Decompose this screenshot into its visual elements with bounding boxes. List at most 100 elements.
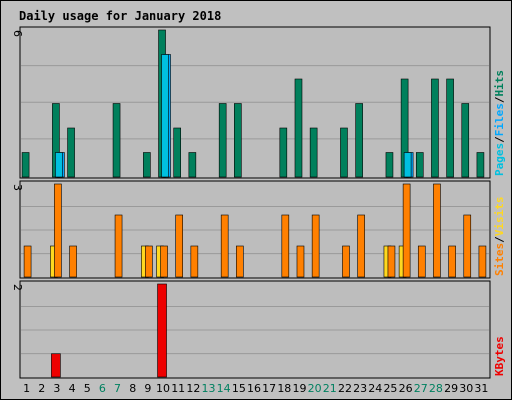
legend-entry: Files	[493, 103, 506, 136]
legend-entry: Visits	[493, 197, 506, 237]
x-tick-label-day-16: 16	[247, 382, 261, 395]
legend-entry: KBytes	[493, 336, 506, 376]
x-tick-label-day-25: 25	[383, 382, 397, 395]
bar-hits-day-28	[431, 78, 439, 178]
panel-kbytes: 2 KBytes	[11, 280, 506, 379]
bar-sites-day-29	[448, 245, 456, 278]
bar-sites-day-19	[296, 245, 305, 278]
bar-hits-day-29	[446, 78, 454, 178]
bar-hits-day-18	[279, 127, 288, 178]
x-tick-label-day-14: 14	[217, 382, 231, 395]
x-tick-label-day-31: 31	[474, 382, 488, 395]
bar-sites-day-9	[145, 245, 153, 278]
bar-sites-day-14	[220, 214, 229, 278]
panel-frame	[19, 180, 491, 279]
legend-entry: Hits	[493, 70, 506, 97]
x-tick-label-day-27: 27	[414, 382, 428, 395]
bar-hits-day-1	[21, 152, 30, 178]
bar-sites-day-28	[433, 183, 441, 278]
chart-title: Daily usage for January 2018	[19, 9, 221, 23]
x-axis-tick-labels: 1 2 3 4 5 6 7 8 9 10 11 12 13 14 15 16 17 18 19 20 21 22 23 24 2…	[23, 382, 488, 395]
bar-sites-day-20	[311, 214, 320, 278]
x-tick-label-day-26: 26	[399, 382, 413, 395]
x-tick-label-day-17: 17	[262, 382, 276, 395]
bar-sites-day-3	[54, 183, 62, 278]
x-tick-label-day-18: 18	[277, 382, 291, 395]
bar-pages-day-26	[403, 152, 412, 178]
x-tick-label-day-12: 12	[186, 382, 200, 395]
x-tick-label-day-19: 19	[292, 382, 306, 395]
x-tick-label-day-11: 11	[171, 382, 185, 395]
x-tick-label-day-8: 8	[129, 382, 136, 395]
x-tick-label-day-21: 21	[323, 382, 337, 395]
bar-sites-day-30	[463, 214, 472, 278]
legend-entry: /	[493, 236, 506, 243]
x-tick-label-day-22: 22	[338, 382, 352, 395]
panel-legend: KBytes	[493, 336, 506, 376]
panel-legend: Sites/Visits	[493, 197, 506, 277]
bar-sites-day-15	[236, 245, 244, 278]
bar-sites-day-12	[190, 245, 199, 278]
panel-visits-sites: 3 Sites/Visits	[11, 180, 506, 279]
x-tick-label-day-4: 4	[69, 382, 76, 395]
panel-legend: Pages/Files/Hits	[493, 70, 506, 176]
x-tick-label-day-9: 9	[144, 382, 151, 395]
x-tick-label-day-10: 10	[156, 382, 170, 395]
bar-hits-day-25	[385, 152, 394, 178]
bar-hits-day-11	[173, 127, 181, 178]
bar-sites-day-27	[417, 245, 426, 278]
bar-sites-day-31	[478, 245, 487, 278]
y-max-label: 2	[11, 284, 24, 291]
bar-pages-day-3	[55, 152, 63, 178]
bar-sites-day-4	[69, 245, 77, 278]
y-max-label: 6	[11, 30, 24, 37]
x-tick-label-day-3: 3	[53, 382, 60, 395]
x-tick-label-day-6: 6	[99, 382, 106, 395]
bar-hits-day-15	[234, 103, 242, 178]
legend-entry: Pages	[493, 143, 506, 176]
bar-hits-day-22	[340, 127, 348, 178]
x-tick-label-day-20: 20	[308, 382, 322, 395]
x-tick-label-day-1: 1	[23, 382, 30, 395]
bar-hits-day-14	[218, 103, 227, 178]
bar-hits-day-19	[294, 78, 303, 178]
x-tick-label-day-30: 30	[459, 382, 473, 395]
x-tick-label-day-2: 2	[38, 382, 45, 395]
bar-hits-day-12	[188, 152, 197, 178]
bar-hits-day-20	[309, 127, 318, 178]
bar-sites-day-25	[387, 245, 396, 278]
legend-entry: Sites	[493, 243, 506, 276]
x-tick-label-day-29: 29	[444, 382, 458, 395]
x-tick-label-day-13: 13	[202, 382, 216, 395]
x-tick-label-day-23: 23	[353, 382, 367, 395]
bar-hits-day-7	[112, 103, 121, 178]
panel-frame	[19, 280, 491, 379]
legend-entry: /	[493, 96, 506, 103]
bar-sites-day-26	[402, 183, 411, 278]
x-tick-label-day-24: 24	[368, 382, 382, 395]
bar-sites-day-1	[23, 245, 32, 278]
y-max-label: 3	[11, 184, 24, 191]
x-tick-label-day-7: 7	[114, 382, 121, 395]
bar-sites-day-10	[160, 245, 168, 278]
bar-hits-day-23	[355, 103, 363, 178]
x-tick-label-day-5: 5	[84, 382, 91, 395]
bar-pages-day-10	[161, 54, 169, 178]
bar-hits-day-31	[476, 152, 485, 178]
bar-hits-day-9	[143, 152, 151, 178]
bar-kbytes-day-3	[51, 353, 61, 378]
bar-hits-day-30	[461, 103, 470, 178]
bar-sites-day-18	[281, 214, 290, 278]
bar-sites-day-23	[357, 214, 365, 278]
x-tick-label-day-15: 15	[232, 382, 246, 395]
x-tick-label-day-28: 28	[429, 382, 443, 395]
bar-hits-day-4	[67, 127, 75, 178]
bar-sites-day-11	[175, 214, 183, 278]
legend-entry: /	[493, 136, 506, 143]
bar-sites-day-22	[342, 245, 350, 278]
bar-sites-day-7	[114, 214, 123, 278]
